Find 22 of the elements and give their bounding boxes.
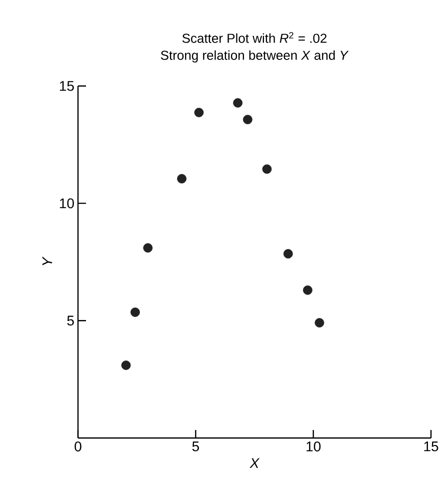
point [143, 243, 153, 253]
chart-title: Scatter Plot with R$^{2}$ = .02 [182, 32, 327, 43]
point [262, 164, 272, 174]
point [233, 98, 242, 108]
x-tick-label: 0 [74, 442, 82, 452]
point [130, 308, 140, 317]
y-tick-label: 5 [67, 316, 74, 326]
point [194, 108, 204, 118]
y-tick-label: 10 [60, 198, 74, 208]
x-tick-label: 10 [306, 442, 321, 452]
chart-subtitle: Strong relation between X and Y [160, 50, 349, 62]
point [121, 360, 131, 370]
point [302, 285, 312, 295]
y-axis-title: Y [42, 256, 52, 266]
x-tick-label: 5 [192, 442, 199, 452]
x-tick-label: 15 [424, 442, 438, 452]
x-axis-title: X [250, 458, 260, 468]
point [283, 249, 293, 258]
point [242, 114, 252, 124]
point [177, 174, 186, 184]
point [314, 318, 324, 328]
y-tick-label: 15 [60, 81, 74, 91]
